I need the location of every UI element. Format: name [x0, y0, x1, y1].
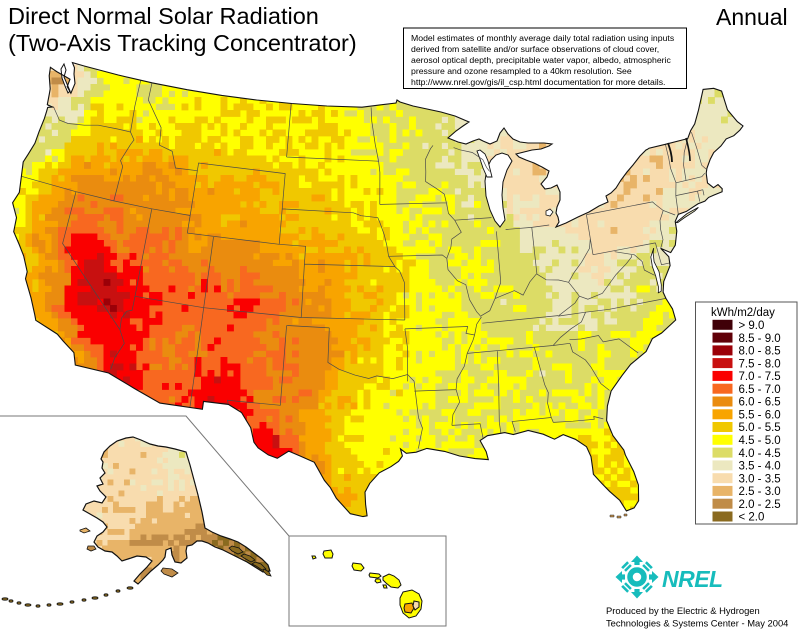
svg-text:5.0 - 5.5: 5.0 - 5.5 — [739, 422, 781, 434]
svg-text:< 2.0: < 2.0 — [739, 512, 765, 524]
svg-text:8.0 - 8.5: 8.0 - 8.5 — [739, 346, 781, 358]
svg-text:6.5 - 7.0: 6.5 - 7.0 — [739, 384, 781, 396]
svg-text:3.5 - 4.0: 3.5 - 4.0 — [739, 461, 781, 473]
svg-text:Technologies & Systems Center: Technologies & Systems Center - May 2004 — [606, 618, 788, 629]
svg-text:7.5 - 8.0: 7.5 - 8.0 — [739, 358, 781, 370]
svg-text:aerosol optical depth, precipi: aerosol optical depth, precipitable wate… — [411, 55, 671, 65]
svg-text:8.5 - 9.0: 8.5 - 9.0 — [739, 333, 781, 345]
svg-text:(Two-Axis Tracking Concentrato: (Two-Axis Tracking Concentrator) — [8, 30, 357, 56]
svg-text:Produced by the Electric & Hyd: Produced by the Electric & Hydrogen — [606, 605, 760, 616]
svg-text:4.5 - 5.0: 4.5 - 5.0 — [739, 435, 781, 447]
svg-text:Model estimates of monthly ave: Model estimates of monthly average daily… — [411, 33, 675, 43]
svg-text:3.0 - 3.5: 3.0 - 3.5 — [739, 473, 781, 485]
svg-text:Direct Normal Solar Radiation: Direct Normal Solar Radiation — [8, 3, 319, 29]
svg-text:Annual: Annual — [716, 4, 788, 30]
svg-text:2.5 - 3.0: 2.5 - 3.0 — [739, 486, 781, 498]
svg-text:kWh/m2/day: kWh/m2/day — [711, 307, 775, 319]
svg-text:http://www.nrel.gov/gis/il_csp: http://www.nrel.gov/gis/il_csp.html docu… — [411, 77, 665, 87]
svg-text:7.0 - 7.5: 7.0 - 7.5 — [739, 371, 781, 383]
svg-text:2.0 - 2.5: 2.0 - 2.5 — [739, 499, 781, 511]
svg-text:derived from satellite and/or: derived from satellite and/or surface ob… — [411, 44, 659, 54]
svg-text:6.0 - 6.5: 6.0 - 6.5 — [739, 397, 781, 409]
svg-text:5.5 - 6.0: 5.5 - 6.0 — [739, 410, 781, 422]
svg-text:4.0 - 4.5: 4.0 - 4.5 — [739, 448, 781, 460]
svg-text:> 9.0: > 9.0 — [739, 320, 765, 332]
svg-text:NREL: NREL — [662, 566, 723, 592]
svg-text:pressure and ozone resampled t: pressure and ozone resampled to a 40km r… — [411, 66, 632, 76]
